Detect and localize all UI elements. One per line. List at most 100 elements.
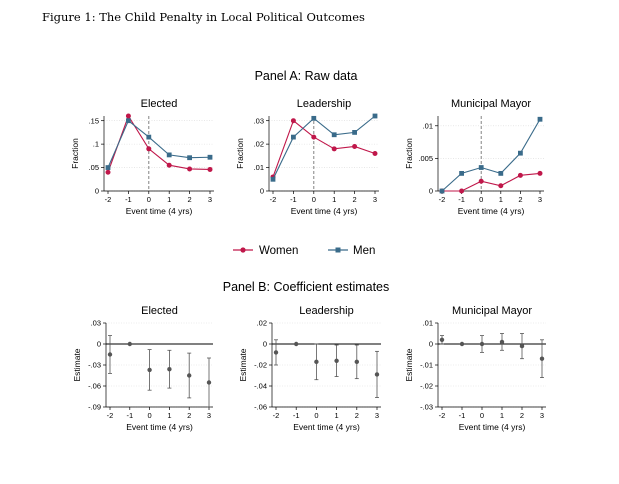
panel-a-municipal-mayor-women-point-2	[478, 178, 484, 184]
panel-b-municipal-mayor-xtick-label-2: 0	[480, 411, 484, 420]
panel-a-elected-men-point-0	[105, 165, 111, 170]
panel-a-municipal-mayor-men-point-1	[459, 170, 464, 176]
panel-a-elected-xlabel: Event time (4 yrs)	[126, 206, 193, 216]
panel-b-municipal-mayor-xlabel: Event time (4 yrs)	[459, 422, 526, 432]
panel-a-municipal-mayor-xlabel: Event time (4 yrs)	[458, 206, 525, 216]
panel-b-municipal-mayor-ytick-label-2: -.01	[420, 361, 433, 370]
panel-a-municipal-mayor-xtick-label-3: 1	[499, 195, 503, 204]
panel-a-leadership-men-point-4	[352, 130, 357, 135]
panel-b-municipal-mayor-xtick-label-0: -2	[439, 411, 446, 420]
panel-a-municipal-mayor-women-point-3	[498, 183, 504, 189]
panel-a-leadership-ytick-label-1: .01	[254, 163, 264, 172]
panel-a-municipal-mayor-xtick-label-1: -1	[458, 195, 465, 204]
panel-a-municipal-mayor-men-point-5	[537, 116, 543, 122]
panel-b-municipal-mayor-title: Municipal Mayor	[452, 305, 532, 317]
panel-a-elected-women-point-3	[166, 162, 172, 168]
panel-a-leadership-ytick-label-3: .03	[254, 116, 264, 125]
panel-a-leadership-xtick-label-4: 2	[353, 195, 357, 204]
panel-a-leadership-women-point-3	[331, 146, 337, 152]
panel-a-leadership-xtick-label-3: 1	[332, 195, 336, 204]
panel-b-leadership-estimates-point-0	[273, 350, 279, 355]
panel-b-elected-xlabel: Event time (4 yrs)	[126, 422, 193, 432]
panel-a-municipal-mayor-men-point-0	[439, 188, 445, 194]
panel-a-leadership-xlabel: Event time (4 yrs)	[291, 206, 358, 216]
panel-b-leadership-xtick-label-3: 1	[335, 411, 339, 420]
panel-a-leadership-xtick-label-2: 0	[312, 195, 316, 204]
panel-a-leadership-men-point-1	[291, 134, 296, 140]
panel-a-elected-ylabel: Fraction	[70, 138, 80, 169]
panel-a-municipal-mayor-women-point-1	[459, 188, 465, 194]
panel-a-elected-men-line	[107, 119, 211, 168]
panel-b-elected-estimates-point-0	[107, 352, 113, 357]
panel-b-elected-xtick-label-2: 0	[148, 411, 152, 420]
panel-a-elected-women-point-4	[187, 166, 193, 172]
panel-a-elected-ytick-label-1: .05	[89, 163, 99, 172]
panel-b-leadership-estimates-point-1	[294, 341, 299, 347]
panel-b-municipal-mayor-estimates-point-0	[439, 337, 445, 342]
panel-b-elected-xtick-label-0: -2	[107, 411, 114, 420]
panel-b-elected-estimates-point-1	[127, 341, 132, 347]
panel-b-municipal-mayor-estimates-point-2	[479, 341, 485, 347]
panel-b-elected-xtick-label-1: -1	[126, 411, 133, 420]
legend: Women Men	[233, 245, 375, 257]
panel-b-leadership-title: Leadership	[299, 305, 353, 317]
panel-a-municipal-mayor-men-point-2	[478, 165, 484, 170]
panel-a-municipal-mayor-women-point-5	[537, 170, 543, 176]
panel-a-elected: Elected 0 .05 .1 .15 -2 -1 0 1 2 3 Event time (4 yr…	[70, 98, 214, 216]
panel-a-elected-women-point-1	[125, 113, 131, 119]
panel-a-elected-xtick-label-5: 3	[208, 195, 212, 204]
panel-a-elected-women-point-2	[146, 146, 152, 152]
panel-a-municipal-mayor-xtick-label-2: 0	[479, 195, 483, 204]
panel-b-elected: Elected .03 0 -.03 -.06 -.09 -2 -1 0 1 2 3 Event tim…	[72, 305, 213, 432]
legend-item-women: Women	[233, 245, 298, 257]
panel-a-municipal-mayor-title: Municipal Mayor	[451, 98, 531, 110]
panel-a-leadership-xtick-label-5: 3	[373, 195, 377, 204]
panel-a-leadership-men-line	[272, 115, 376, 180]
panel-b-elected-ytick-label-4: -.09	[88, 403, 101, 412]
subplots: Elected 0 .05 .1 .15 -2 -1 0 1 2 3 Event time (4 yr…	[70, 98, 546, 432]
panel-b-municipal-mayor-xtick-label-5: 3	[540, 411, 544, 420]
panel-a-municipal-mayor-xtick-label-4: 2	[518, 195, 522, 204]
panel-b-leadership-xtick-label-1: -1	[293, 411, 300, 420]
panel-a-elected-women-point-0	[105, 169, 111, 175]
panel-b-municipal-mayor-ylabel: Estimate	[404, 348, 414, 381]
panel-b-leadership-xtick-label-0: -2	[273, 411, 280, 420]
panel-b-municipal-mayor-ytick-label-3: -.02	[420, 382, 433, 391]
panel-a-leadership-men-point-3	[331, 132, 337, 138]
panel-b-leadership-xtick-label-2: 0	[314, 411, 318, 420]
panel-a-leadership-ytick-label-2: .02	[254, 140, 264, 149]
panel-a-municipal-mayor-men-point-4	[518, 150, 523, 156]
panel-b-municipal-mayor-estimates-point-5	[539, 356, 545, 361]
panel-b-municipal-mayor-estimates-point-3	[499, 339, 505, 345]
panel-a-elected-xtick-label-0: -2	[105, 195, 112, 204]
panel-b-elected-estimates-point-2	[147, 367, 152, 373]
figure-caption: Figure 1: The Child Penalty in Local Pol…	[42, 10, 365, 24]
panel-b-elected-ytick-label-0: .03	[91, 319, 101, 328]
panel-b-leadership: Leadership .02 0 -.02 -.04 -.06 -2 -1 0 1 2 3 Event …	[238, 305, 381, 432]
panel-a-municipal-mayor-ylabel: Fraction	[404, 138, 414, 169]
panel-b-municipal-mayor-xtick-label-3: 1	[500, 411, 504, 420]
panel-a-elected-xtick-label-3: 1	[167, 195, 171, 204]
panel-a-leadership-ytick-label-0: 0	[260, 187, 264, 196]
panel-b-leadership-ytick-label-0: .02	[257, 319, 267, 328]
panel-a-elected-men-point-1	[126, 118, 131, 124]
legend-marker-women	[240, 247, 246, 253]
panel-b-leadership-ylabel: Estimate	[238, 348, 248, 381]
panel-b-municipal-mayor-xtick-label-1: -1	[459, 411, 466, 420]
panel-a-leadership-xtick-label-1: -1	[290, 195, 297, 204]
panel-b-municipal-mayor-xtick-label-4: 2	[520, 411, 524, 420]
panel-a-elected-men-point-3	[166, 152, 172, 158]
panel-b-leadership-estimates-point-2	[314, 359, 319, 365]
legend-label-men: Men	[353, 245, 375, 257]
panel-b-municipal-mayor-estimates-point-4	[519, 343, 525, 349]
panel-b-leadership-xtick-label-5: 3	[375, 411, 379, 420]
panel-b-elected-ytick-label-3: -.06	[88, 382, 101, 391]
panel-a-leadership-xtick-label-0: -2	[270, 195, 277, 204]
panel-b-leadership-ytick-label-1: 0	[263, 340, 267, 349]
panel-a-title: Panel A: Raw data	[255, 69, 358, 83]
panel-a-elected-ytick-label-2: .1	[93, 140, 99, 149]
panel-b-elected-xtick-label-4: 2	[187, 411, 191, 420]
panel-a-municipal-mayor-xtick-label-5: 3	[538, 195, 542, 204]
legend-item-men: Men	[328, 245, 375, 257]
